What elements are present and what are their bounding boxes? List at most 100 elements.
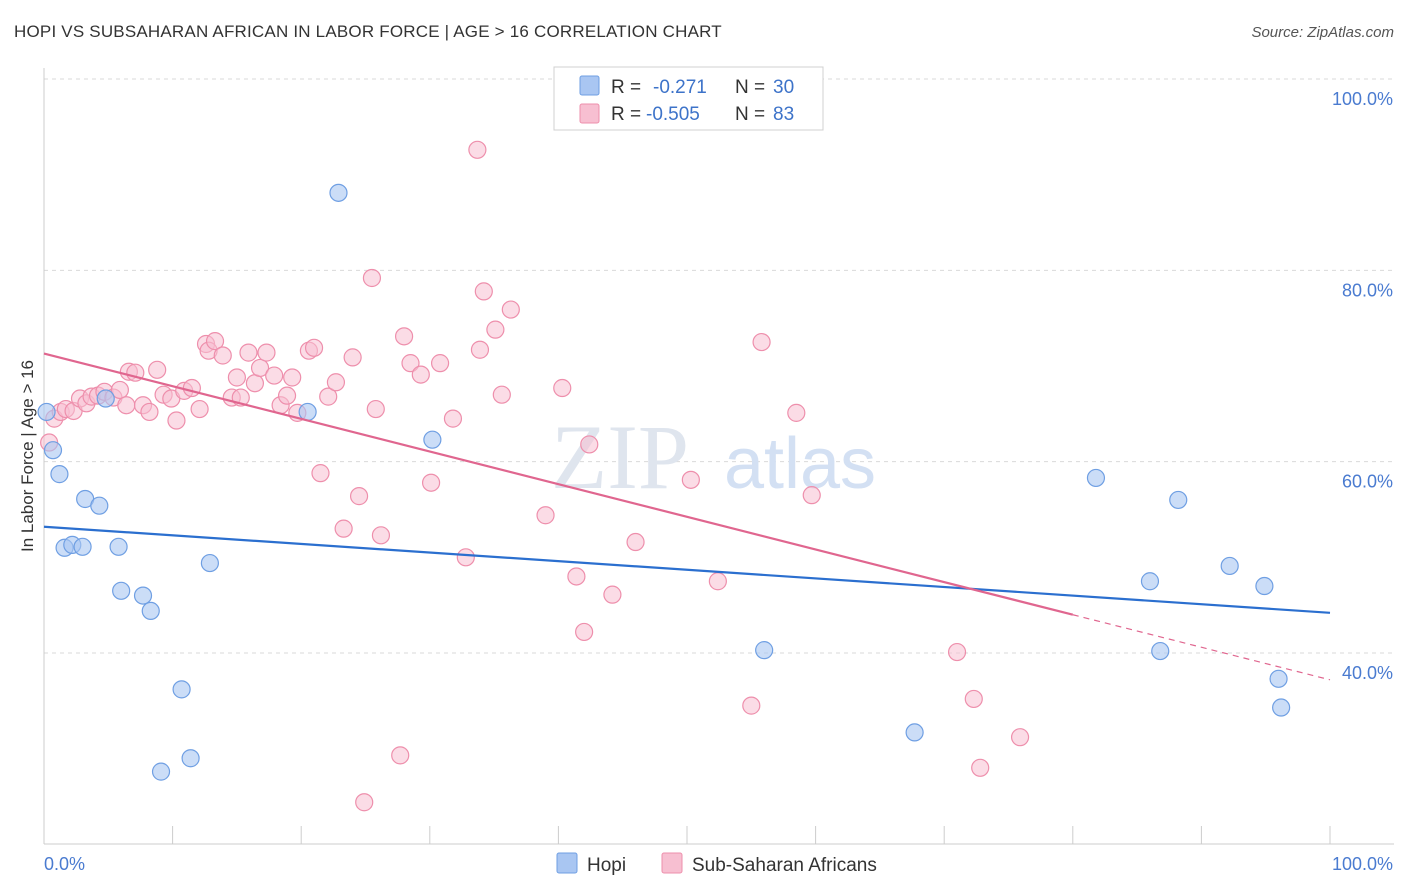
series-legend-ssa-label: Sub-Saharan Africans xyxy=(692,855,877,876)
ssa-point xyxy=(536,506,555,525)
ssa-point xyxy=(343,348,362,367)
ssa-point xyxy=(626,532,645,552)
ssa-point xyxy=(443,409,463,428)
hopi-point xyxy=(1255,576,1274,596)
ssa-point xyxy=(283,368,302,387)
hopi-point xyxy=(90,496,109,515)
hopi-point xyxy=(96,389,115,408)
ssa-point xyxy=(553,378,572,398)
source-credit: Source: ZipAtlas.com xyxy=(1251,24,1394,41)
stats-legend-ssa-r-label: R = xyxy=(611,104,641,125)
ssa-point xyxy=(567,567,586,586)
stats-legend-hopi-r-value: -0.271 xyxy=(653,77,707,98)
ssa-point xyxy=(470,340,490,359)
y-tick-label: 60.0% xyxy=(1342,472,1393,492)
y-tick-label: 80.0% xyxy=(1342,280,1393,300)
ssa-point xyxy=(964,689,983,709)
x-tick-labels: 0.0% 100.0% xyxy=(44,854,1393,874)
ssa-point xyxy=(205,332,225,351)
stats-legend: R = -0.271 N = 30 R = -0.505 N = 83 xyxy=(553,66,824,131)
hopi-trend-line xyxy=(43,525,1331,614)
hopi-point xyxy=(181,749,200,768)
stats-legend-hopi-r-label: R = xyxy=(611,77,641,98)
hopi-point xyxy=(1169,490,1188,510)
ssa-point xyxy=(167,411,186,430)
ssa-point xyxy=(580,435,599,454)
ssa-point xyxy=(366,399,385,419)
hopi-point xyxy=(43,441,63,460)
ssa-point xyxy=(245,374,265,393)
ssa-point xyxy=(371,526,391,545)
series-hopi-points xyxy=(37,183,1291,781)
series-legend-ssa-swatch xyxy=(661,852,683,874)
ssa-trend-line xyxy=(43,352,1074,616)
ssa-point xyxy=(140,402,159,422)
watermark-atlas: atlas xyxy=(724,424,876,504)
series-legend: Hopi Sub-Saharan Africans xyxy=(556,852,877,876)
ssa-point xyxy=(1010,728,1030,747)
ssa-point xyxy=(456,548,475,567)
y-tick-label: 100.0% xyxy=(1332,89,1393,109)
ssa-point xyxy=(708,572,727,591)
ssa-point xyxy=(110,380,129,400)
x-tick-label-min: 0.0% xyxy=(44,854,85,874)
hopi-point xyxy=(1140,572,1160,591)
stats-legend-hopi-swatch xyxy=(579,75,600,96)
ssa-point xyxy=(681,470,700,489)
ssa-point xyxy=(401,354,420,373)
hopi-point xyxy=(1269,669,1288,688)
ssa-point xyxy=(486,320,505,339)
hopi-point xyxy=(37,402,56,422)
ssa-point xyxy=(311,464,330,483)
ssa-point xyxy=(304,338,324,357)
ssa-point xyxy=(787,403,806,422)
series-legend-hopi-label: Hopi xyxy=(587,855,626,876)
y-axis-label: In Labor Force | Age > 16 xyxy=(18,360,37,552)
hopi-point xyxy=(109,537,128,556)
hopi-point xyxy=(905,723,924,742)
ssa-point xyxy=(391,746,410,765)
stats-legend-ssa-n-label: N = xyxy=(735,104,765,125)
ssa-point xyxy=(355,793,374,812)
hopi-point xyxy=(112,581,131,600)
hopi-point xyxy=(755,641,774,660)
ssa-point xyxy=(802,486,821,505)
y-tick-label: 40.0% xyxy=(1342,663,1393,683)
hopi-point xyxy=(50,465,69,484)
hopi-point xyxy=(151,762,171,781)
stats-legend-hopi-n-value: 30 xyxy=(773,77,794,98)
hopi-point xyxy=(172,680,191,699)
stats-legend-ssa-swatch xyxy=(579,103,600,124)
ssa-point xyxy=(575,622,594,642)
trend-lines xyxy=(43,352,1331,681)
ssa-point xyxy=(190,399,209,419)
series-subsaharan-points xyxy=(40,140,1030,812)
ssa-point xyxy=(742,696,761,715)
ssa-point xyxy=(319,387,338,406)
ssa-point xyxy=(430,354,450,373)
ssa-point xyxy=(277,386,297,405)
series-legend-hopi-swatch xyxy=(556,852,578,874)
ssa-point xyxy=(326,373,346,392)
ssa-point xyxy=(239,343,258,362)
hopi-point xyxy=(329,183,348,202)
ssa-point xyxy=(501,300,520,319)
ssa-point xyxy=(492,385,511,404)
hopi-point xyxy=(1151,641,1170,661)
ssa-point xyxy=(349,487,369,506)
ssa-point xyxy=(468,140,487,159)
ssa-point xyxy=(362,268,382,288)
ssa-point xyxy=(947,642,967,662)
ssa-point xyxy=(752,332,771,352)
ssa-point xyxy=(257,343,276,362)
ssa-point xyxy=(213,346,232,365)
ssa-point xyxy=(411,365,430,384)
watermark: ZIP atlas xyxy=(551,406,876,508)
hopi-point xyxy=(141,601,160,621)
ssa-point xyxy=(148,360,167,379)
hopi-point xyxy=(1086,468,1106,488)
ssa-point xyxy=(421,473,441,492)
stats-legend-ssa-n-value: 83 xyxy=(773,104,794,125)
x-tick-label-max: 100.0% xyxy=(1332,854,1393,874)
